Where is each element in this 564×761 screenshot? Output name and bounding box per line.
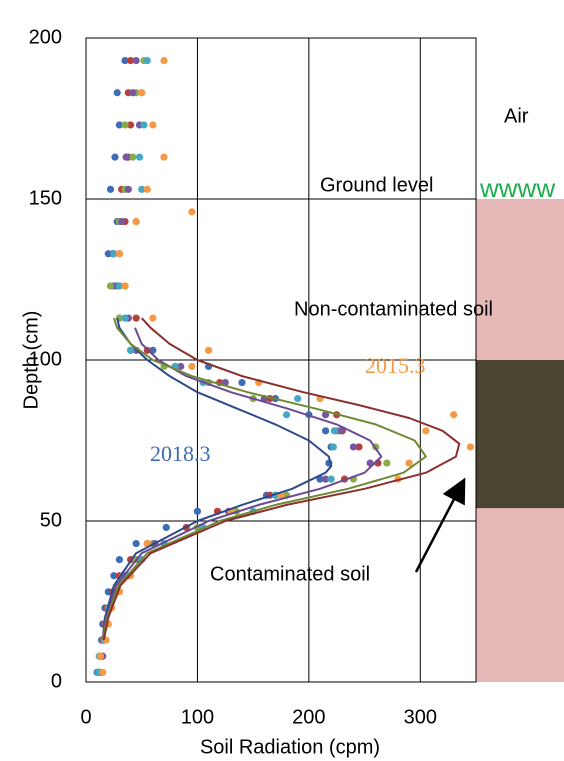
annotation: Air xyxy=(504,105,529,127)
y-tick-label: 50 xyxy=(40,509,62,531)
point xyxy=(194,508,201,515)
point xyxy=(188,208,195,215)
point xyxy=(450,411,457,418)
x-tick-label: 300 xyxy=(404,706,437,728)
point xyxy=(138,89,145,96)
soil-layer xyxy=(476,360,564,508)
point xyxy=(114,89,121,96)
point xyxy=(125,186,132,193)
point xyxy=(140,121,147,128)
point xyxy=(149,315,156,322)
x-axis-label: Soil Radiation (cpm) xyxy=(200,736,380,758)
point xyxy=(133,218,140,225)
point xyxy=(238,379,245,386)
point xyxy=(107,186,114,193)
x-tick-label: 0 xyxy=(80,706,91,728)
x-tick-label: 100 xyxy=(181,706,214,728)
x-tick-label: 200 xyxy=(292,706,325,728)
fit-curve xyxy=(103,328,382,640)
point xyxy=(116,250,123,257)
point xyxy=(322,427,329,434)
point xyxy=(121,121,128,128)
point xyxy=(422,427,429,434)
point xyxy=(133,315,140,322)
point xyxy=(188,363,195,370)
grass: wwww xyxy=(479,173,555,203)
point xyxy=(144,186,151,193)
point xyxy=(205,347,212,354)
y-axis-label: Depth (cm) xyxy=(20,311,42,410)
annotation: Contaminated soil xyxy=(210,563,370,585)
annotation: 2015.3 xyxy=(365,353,426,378)
point xyxy=(133,57,140,64)
point xyxy=(127,347,134,354)
chart: 0501001502000100200300 Air Ground level … xyxy=(0,0,564,761)
point xyxy=(331,427,338,434)
point xyxy=(467,443,474,450)
point xyxy=(99,669,106,676)
point xyxy=(330,443,337,450)
point xyxy=(129,154,136,161)
point xyxy=(144,57,151,64)
point xyxy=(121,282,128,289)
arrow xyxy=(416,482,463,572)
point xyxy=(118,218,125,225)
point xyxy=(294,395,301,402)
y-tick-label: 150 xyxy=(29,187,62,209)
annotation: Non-contaminated soil xyxy=(294,298,493,320)
point xyxy=(383,459,390,466)
point xyxy=(136,154,143,161)
point xyxy=(116,556,123,563)
point xyxy=(163,524,170,531)
point xyxy=(160,154,167,161)
point xyxy=(111,154,118,161)
point xyxy=(350,443,357,450)
annotation: Ground level xyxy=(320,174,433,196)
point xyxy=(328,476,335,483)
y-tick-label: 200 xyxy=(29,26,62,48)
point xyxy=(160,57,167,64)
point xyxy=(133,540,140,547)
annotation: 2018.3 xyxy=(150,441,211,466)
point xyxy=(406,459,413,466)
point xyxy=(97,653,104,660)
point xyxy=(121,315,128,322)
point xyxy=(107,282,114,289)
point xyxy=(149,121,156,128)
y-tick-label: 0 xyxy=(51,670,62,692)
point xyxy=(123,154,130,161)
point xyxy=(129,89,136,96)
point xyxy=(283,411,290,418)
